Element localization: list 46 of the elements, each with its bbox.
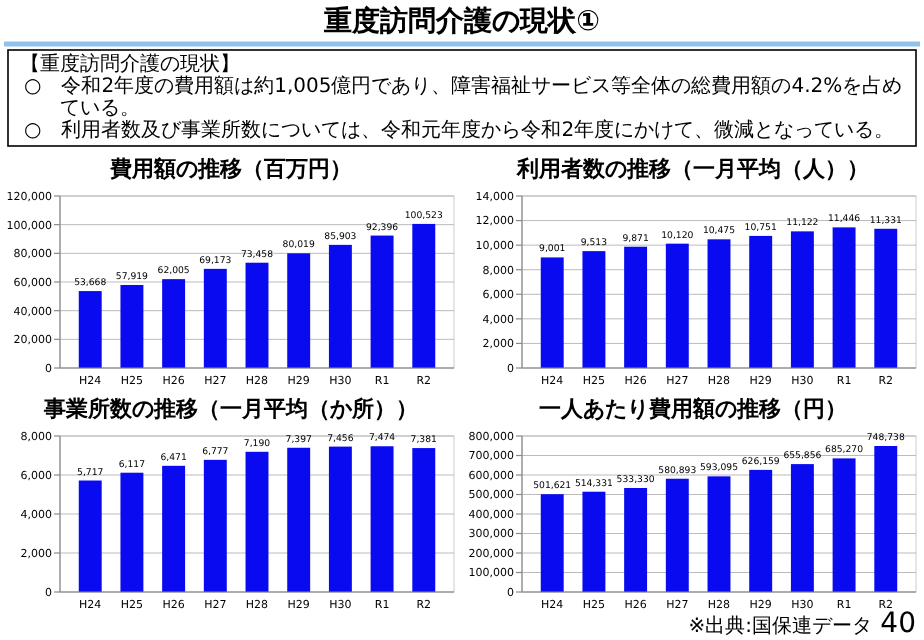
bar: [203, 268, 227, 368]
bar: [707, 239, 731, 368]
bar: [78, 291, 102, 368]
bar: [328, 244, 352, 368]
bar: [874, 228, 898, 368]
bar: [287, 447, 311, 592]
bar: [412, 448, 436, 592]
text: ※出典:国保連データ: [688, 614, 872, 638]
bar: [162, 465, 186, 592]
bar: [665, 478, 689, 592]
chart-title: 一人あたり費用額の推移（円）: [539, 396, 847, 422]
bar: [707, 476, 731, 592]
bar: [370, 446, 394, 592]
bar: [749, 235, 773, 368]
chart-title: 費用額の推移（百万円）: [108, 156, 352, 182]
bar: [790, 464, 814, 592]
chart-title: 利用者数の推移（一月平均（人））: [515, 156, 869, 182]
bar: [120, 472, 144, 592]
bar: [582, 491, 606, 592]
text: ○ 利用者数及び事業所数については、令和元年度から令和2年度にかけて、微減となっている。: [24, 118, 895, 142]
bar: [287, 253, 311, 368]
chart-title: 事業所数の推移（一月平均（か所））: [42, 396, 418, 422]
bar: [203, 459, 227, 592]
bar: [78, 480, 102, 592]
bar: [245, 262, 269, 368]
text: 重度訪問介護の現状①: [322, 4, 601, 38]
bar: [665, 243, 689, 368]
text: 40: [880, 608, 916, 640]
text: 【重度訪問介護の現状】: [20, 52, 240, 76]
bar: [370, 235, 394, 368]
bar: [328, 446, 352, 592]
bar: [245, 451, 269, 592]
bar: [540, 494, 564, 592]
bar: [624, 488, 648, 592]
bar: [120, 284, 144, 368]
bar: [832, 227, 856, 368]
bar: [412, 223, 436, 368]
bar: [624, 246, 648, 368]
text: ○ 令和2年度の費用額は約1,005億円であり、障害福祉サービス等全体の総費用額の4.2%を占めている。: [24, 74, 903, 120]
bar: [582, 251, 606, 368]
bar: [790, 231, 814, 368]
bar: [832, 458, 856, 592]
bar: [874, 446, 898, 592]
bar: [540, 257, 564, 368]
bar: [162, 279, 186, 368]
bar: [749, 469, 773, 592]
